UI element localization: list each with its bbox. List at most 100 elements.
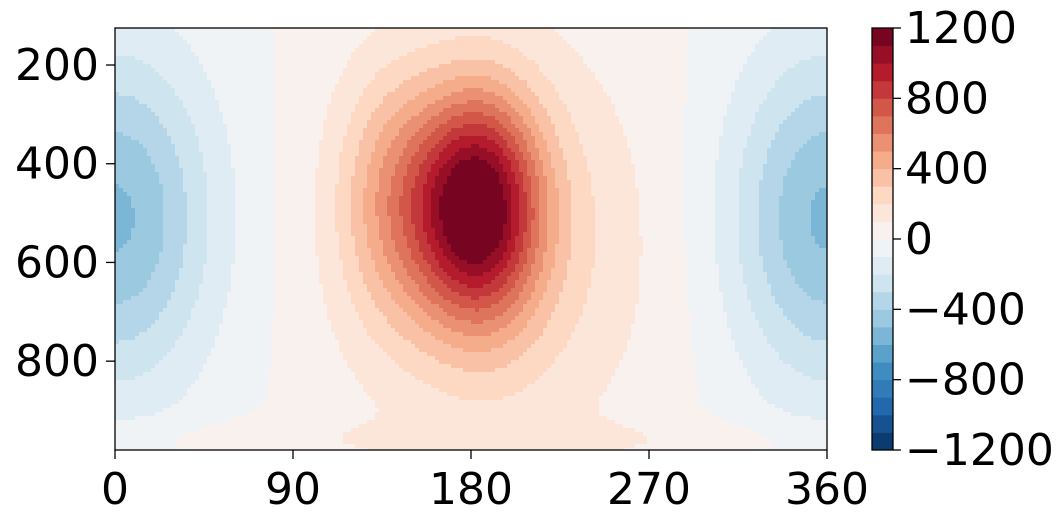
contour-cell [319, 48, 324, 53]
contour-cell [683, 60, 688, 65]
contour-cell [807, 52, 812, 57]
contour-cell [187, 112, 192, 117]
contour-cell [411, 96, 416, 101]
contour-cell [455, 96, 460, 101]
contour-cell [551, 88, 556, 93]
contour-cell [331, 40, 336, 45]
contour-cell [519, 28, 524, 33]
contour-cell [171, 80, 176, 85]
contour-cell [707, 68, 712, 73]
contour-cell [767, 36, 772, 41]
contour-cell [351, 52, 356, 57]
contour-cell [615, 40, 620, 45]
contour-cell [343, 96, 348, 101]
contour-cell [507, 48, 512, 53]
contour-cell [423, 68, 428, 73]
contour-cell [523, 92, 528, 97]
contour-cell [347, 116, 352, 121]
contour-cell [191, 104, 196, 109]
contour-cell [739, 124, 744, 129]
contour-cell [199, 52, 204, 57]
contour-cell [643, 116, 648, 121]
contour-cell [379, 104, 384, 109]
contour-cell [167, 128, 172, 133]
contour-cell [671, 108, 676, 113]
contour-cell [467, 28, 472, 33]
contour-cell [719, 28, 724, 33]
contour-cell [283, 136, 288, 141]
contour-cell [623, 120, 628, 125]
contour-cell [343, 76, 348, 81]
contour-cell [731, 60, 736, 65]
contour-cell [279, 60, 284, 65]
contour-cell [535, 104, 540, 109]
contour-cell [427, 80, 432, 85]
contour-cell [311, 68, 316, 73]
contour-cell [175, 96, 180, 101]
plot-area [115, 28, 827, 450]
contour-cell [775, 52, 780, 57]
contour-cell [623, 44, 628, 49]
contour-cell [691, 124, 696, 129]
contour-cell [311, 116, 316, 121]
contour-cell [795, 44, 800, 49]
contour-cell [707, 132, 712, 137]
contour-cell [803, 28, 808, 33]
contour-cell [663, 52, 668, 57]
contour-cell [667, 60, 672, 65]
contour-cell [219, 56, 224, 61]
contour-cell [667, 28, 672, 33]
contour-cell [747, 76, 752, 81]
contour-cell [371, 36, 376, 41]
contour-cell [287, 92, 292, 97]
contour-cell [767, 60, 772, 65]
contour-cell [783, 48, 788, 53]
contour-cell [603, 100, 608, 105]
contour-cell [435, 112, 440, 117]
contour-cell [415, 32, 420, 37]
contour-cell [655, 120, 660, 125]
contour-cell [391, 48, 396, 53]
contour-cell [251, 136, 256, 141]
contour-cell [507, 136, 512, 141]
contour-cell [579, 128, 584, 133]
contour-cell [283, 100, 288, 105]
contour-cell [655, 124, 660, 129]
contour-cell [239, 64, 244, 69]
contour-cell [283, 40, 288, 45]
contour-cell [283, 72, 288, 77]
contour-cell [819, 132, 824, 137]
contour-cell [195, 72, 200, 77]
contour-cell [199, 76, 204, 81]
contour-cell [611, 60, 616, 65]
contour-cell [247, 100, 252, 105]
contour-cell [775, 116, 780, 121]
contour-cell [699, 92, 704, 97]
contour-cell [415, 136, 420, 141]
contour-cell [343, 28, 348, 33]
contour-cell [475, 60, 480, 65]
contour-cell [323, 84, 328, 89]
contour-cell [615, 32, 620, 37]
contour-cell [599, 96, 604, 101]
contour-cell [459, 40, 464, 45]
contour-cell [635, 136, 640, 141]
contour-cell [807, 36, 812, 41]
contour-cell [439, 132, 444, 137]
contour-cell [203, 116, 208, 121]
contour-cell [203, 124, 208, 129]
contour-cell [479, 84, 484, 89]
contour-cell [587, 40, 592, 45]
contour-cell [323, 92, 328, 97]
contour-cell [603, 128, 608, 133]
contour-cell [819, 88, 824, 93]
contour-cell [303, 100, 308, 105]
contour-cell [479, 32, 484, 37]
contour-cell [707, 128, 712, 133]
contour-cell [691, 44, 696, 49]
contour-cell [795, 72, 800, 77]
contour-cell [823, 120, 827, 125]
contour-cell [127, 36, 132, 41]
contour-cell [151, 40, 156, 45]
contour-cell [759, 52, 764, 57]
